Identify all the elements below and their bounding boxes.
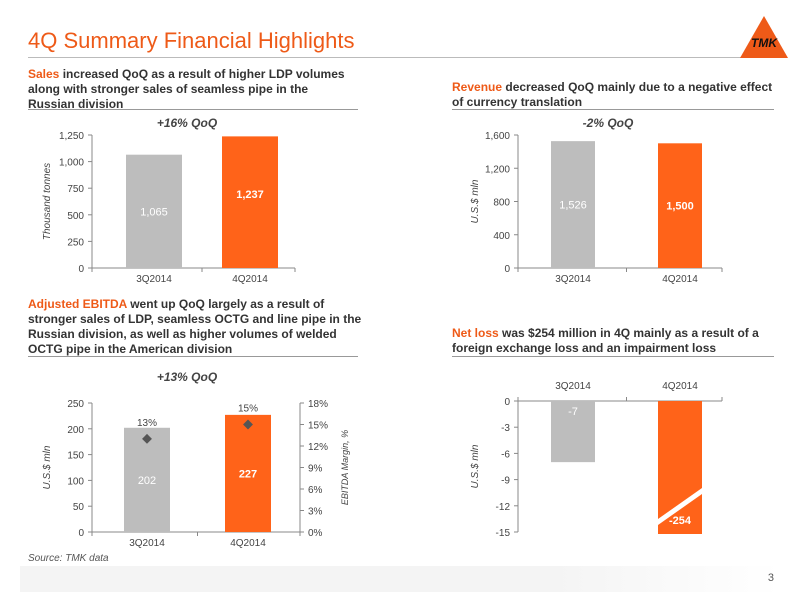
revenue-heading-rule bbox=[452, 109, 774, 110]
revenue-bar-3Q2014 bbox=[551, 141, 595, 268]
revenue-x-label: 4Q2014 bbox=[662, 274, 698, 285]
sales-y-label: Thousand tonnes bbox=[42, 163, 53, 240]
sales-heading-text: increased QoQ as a result of higher LDP … bbox=[28, 67, 345, 111]
netloss-x-label: 3Q2014 bbox=[555, 381, 591, 392]
ebitda-ytick-label: 50 bbox=[73, 502, 85, 513]
netloss-ytick-label: 0 bbox=[504, 397, 510, 408]
revenue-heading-text: decreased QoQ mainly due to a negative e… bbox=[452, 80, 773, 109]
ebitda-ytick-label: 0 bbox=[78, 528, 84, 539]
revenue-heading: Revenue decreased QoQ mainly due to a ne… bbox=[452, 80, 782, 110]
netloss-heading-rule bbox=[452, 356, 774, 357]
netloss-axis-break bbox=[658, 488, 702, 525]
revenue-ytick-label: 0 bbox=[504, 264, 510, 275]
ebitda-ytick-label: 150 bbox=[67, 451, 84, 462]
sales-ytick-label: 250 bbox=[67, 237, 84, 248]
sales-ytick-label: 500 bbox=[67, 211, 84, 222]
ebitda-y2-label: EBITDA Margin, % bbox=[340, 430, 350, 505]
netloss-ytick-label: -9 bbox=[501, 476, 510, 487]
ebitda-value-label: 202 bbox=[138, 475, 156, 487]
netloss-value-label: -254 bbox=[669, 515, 692, 527]
ebitda-bar-4Q2014 bbox=[225, 414, 271, 532]
ebitda-y2tick-label: 15% bbox=[308, 421, 328, 432]
revenue-heading-highlight: Revenue bbox=[452, 80, 503, 94]
ebitda-annotation: +13% QoQ bbox=[157, 370, 218, 384]
ebitda-ytick-label: 250 bbox=[67, 399, 84, 410]
ebitda-heading: Adjusted EBITDA went up QoQ largely as a… bbox=[28, 297, 368, 357]
page-title: 4Q Summary Financial Highlights bbox=[28, 28, 355, 53]
netloss-ytick-label: -6 bbox=[501, 449, 510, 460]
page-number: 3 bbox=[767, 572, 774, 584]
netloss-heading-highlight: Net loss bbox=[452, 326, 499, 340]
netloss-bar-4Q2014 bbox=[658, 401, 702, 534]
ebitda-margin-label: 15% bbox=[238, 404, 258, 415]
ebitda-value-label: 227 bbox=[239, 468, 257, 480]
sales-ytick-label: 0 bbox=[78, 264, 84, 275]
ebitda-y-label: U.S.$ mln bbox=[42, 445, 53, 489]
ebitda-heading-rule bbox=[28, 356, 358, 357]
netloss-ytick-label: -3 bbox=[501, 423, 510, 434]
sales-heading-highlight: Sales bbox=[28, 67, 60, 81]
sales-value-label: 1,065 bbox=[140, 206, 168, 218]
netloss-heading-text: was $254 million in 4Q mainly as a resul… bbox=[452, 326, 759, 355]
revenue-ytick-label: 400 bbox=[493, 231, 510, 242]
ebitda-margin-marker bbox=[142, 433, 152, 444]
ebitda-x-label: 3Q2014 bbox=[129, 538, 165, 549]
ebitda-ytick-label: 200 bbox=[67, 425, 84, 436]
sales-ytick-label: 1,250 bbox=[59, 131, 84, 142]
revenue-annotation: -2% QoQ bbox=[583, 116, 634, 130]
tmk-logo: TMK bbox=[740, 16, 788, 58]
netloss-bar-3Q2014 bbox=[551, 401, 595, 463]
ebitda-y2tick-label: 6% bbox=[308, 485, 323, 496]
ebitda-bar-3Q2014 bbox=[124, 427, 170, 532]
netloss-ytick-label: -15 bbox=[496, 528, 511, 539]
revenue-ytick-label: 1,200 bbox=[485, 164, 510, 175]
ebitda-y2tick-label: 12% bbox=[308, 442, 328, 453]
sales-x-label: 4Q2014 bbox=[232, 274, 268, 285]
ebitda-y2tick-label: 18% bbox=[308, 399, 328, 410]
ebitda-margin-marker bbox=[243, 419, 253, 430]
ebitda-y2tick-label: 0% bbox=[308, 528, 323, 539]
netloss-heading: Net loss was $254 million in 4Q mainly a… bbox=[452, 326, 782, 356]
revenue-ytick-label: 800 bbox=[493, 198, 510, 209]
netloss-y-label: U.S.$ mln bbox=[470, 444, 481, 488]
ebitda-heading-text: went up QoQ largely as a result of stron… bbox=[28, 297, 362, 356]
sales-bar-4Q2014 bbox=[222, 136, 278, 268]
sales-heading-rule bbox=[28, 109, 358, 110]
sales-heading: Sales increased QoQ as a result of highe… bbox=[28, 67, 358, 112]
netloss-value-label: -7 bbox=[568, 406, 578, 418]
logo-text: TMK bbox=[751, 36, 778, 50]
revenue-x-label: 3Q2014 bbox=[555, 274, 591, 285]
sales-annotation: +16% QoQ bbox=[157, 116, 218, 130]
revenue-value-label: 1,500 bbox=[666, 201, 694, 213]
ebitda-y2tick-label: 9% bbox=[308, 464, 323, 475]
ebitda-x-label: 4Q2014 bbox=[230, 538, 266, 549]
ebitda-y2tick-label: 3% bbox=[308, 507, 323, 518]
sales-ytick-label: 750 bbox=[67, 184, 84, 195]
ebitda-margin-label: 13% bbox=[137, 418, 157, 429]
footer-bar bbox=[20, 566, 780, 592]
revenue-y-label: U.S.$ mln bbox=[470, 179, 481, 223]
revenue-value-label: 1,526 bbox=[559, 200, 587, 212]
ebitda-ytick-label: 100 bbox=[67, 476, 84, 487]
revenue-bar-4Q2014 bbox=[658, 143, 702, 268]
source-note: Source: TMK data bbox=[28, 553, 109, 564]
netloss-ytick-label: -12 bbox=[496, 502, 511, 513]
title-divider bbox=[28, 57, 776, 58]
revenue-ytick-label: 1,600 bbox=[485, 131, 510, 142]
sales-ytick-label: 1,000 bbox=[59, 158, 84, 169]
ebitda-heading-highlight: Adjusted EBITDA bbox=[28, 297, 127, 311]
netloss-x-label: 4Q2014 bbox=[662, 381, 698, 392]
sales-bar-3Q2014 bbox=[126, 154, 182, 268]
sales-value-label: 1,237 bbox=[236, 189, 264, 201]
sales-x-label: 3Q2014 bbox=[136, 274, 172, 285]
